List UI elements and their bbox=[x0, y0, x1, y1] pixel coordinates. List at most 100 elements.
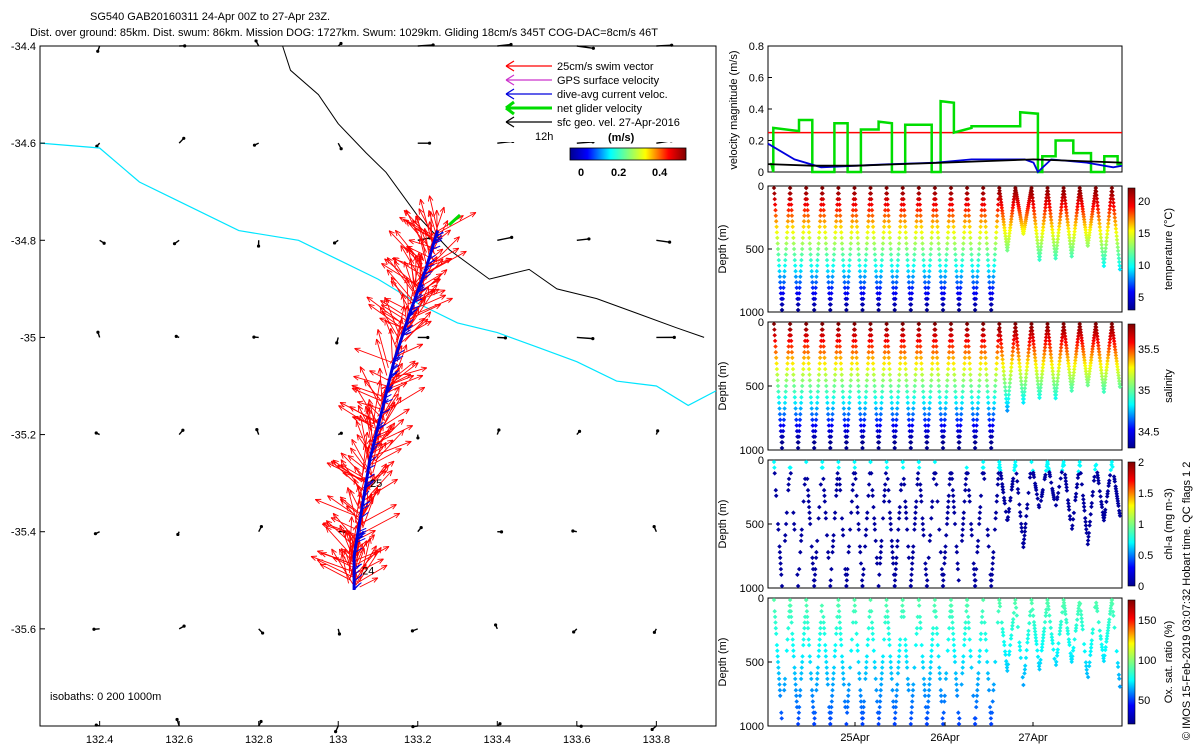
swim-vector-head bbox=[418, 317, 425, 320]
legend-label-net: net glider velocity bbox=[557, 103, 642, 115]
colorbar-unit: (m/s) bbox=[608, 132, 635, 144]
swim-vector-head bbox=[379, 306, 382, 314]
colorbar-tick-label: 0.5 bbox=[1138, 550, 1153, 562]
geo-velocity-arrow bbox=[656, 44, 672, 47]
swim-vector-head bbox=[387, 439, 394, 442]
swim-vector-head bbox=[409, 360, 416, 364]
swim-vector-head bbox=[408, 239, 414, 245]
profile-point bbox=[975, 274, 980, 279]
profile-point bbox=[825, 263, 830, 268]
swim-vector-head bbox=[436, 209, 440, 216]
profile-point bbox=[1035, 241, 1040, 246]
geo-velocity-arrowhead bbox=[339, 431, 343, 435]
profile-point bbox=[905, 257, 910, 263]
swim-vector-head bbox=[330, 517, 336, 523]
swim-vector-head bbox=[402, 293, 407, 300]
profile-point bbox=[893, 296, 898, 302]
swim-vector bbox=[322, 523, 358, 537]
colorbar-tick-label: 5 bbox=[1138, 292, 1144, 304]
profile-point bbox=[890, 285, 896, 291]
velocity-series bbox=[767, 99, 1123, 174]
swim-vector-head bbox=[445, 257, 452, 260]
geo-velocity-arrowhead bbox=[93, 532, 98, 536]
profile-point bbox=[777, 280, 783, 285]
swim-vector-head bbox=[388, 404, 395, 407]
swim-vector bbox=[377, 329, 389, 369]
swim-vector-head bbox=[381, 564, 388, 567]
swim-vector bbox=[393, 261, 414, 291]
profile-point bbox=[783, 252, 788, 257]
swim-vector-head bbox=[373, 577, 379, 583]
swim-vector bbox=[404, 311, 432, 342]
profile-point bbox=[921, 257, 926, 263]
profile-point bbox=[909, 291, 915, 296]
geo-velocity-arrowhead bbox=[493, 623, 498, 627]
profile-point bbox=[911, 257, 917, 263]
swim-vector-head bbox=[380, 470, 387, 473]
geo-velocity-arrowhead bbox=[256, 244, 261, 248]
profile-point bbox=[926, 280, 931, 285]
swim-vector-head bbox=[418, 386, 425, 389]
map-x-tick-label: 133.6 bbox=[563, 734, 591, 746]
map-y-tick-label: -34.4 bbox=[11, 41, 36, 53]
swim-vector-head bbox=[325, 526, 332, 530]
profile-y-tick-label: 500 bbox=[746, 244, 764, 256]
profile-point bbox=[906, 274, 911, 279]
colorbar-tick-label: 50 bbox=[1138, 695, 1150, 707]
swim-vector-head bbox=[454, 247, 460, 254]
swim-vector-head bbox=[427, 210, 430, 217]
swim-vector-head bbox=[372, 498, 374, 505]
geo-velocity-arrowhead bbox=[181, 428, 185, 432]
profile-point bbox=[985, 257, 991, 263]
swim-vector-head bbox=[369, 438, 372, 445]
profile-point bbox=[953, 252, 958, 257]
profile-point bbox=[860, 307, 865, 313]
profile-point bbox=[972, 307, 978, 313]
swim-vector-head bbox=[363, 380, 367, 387]
geo-velocity-arrowhead bbox=[499, 530, 504, 534]
geo-velocity-arrowhead bbox=[335, 341, 339, 345]
profile-point bbox=[991, 268, 997, 274]
swim-vector-head bbox=[386, 464, 390, 471]
geo-velocity-arrowhead bbox=[176, 532, 180, 537]
swim-vector-head bbox=[332, 459, 337, 466]
profile-point bbox=[878, 280, 883, 285]
profile-point bbox=[776, 257, 782, 263]
profile-point bbox=[943, 263, 949, 268]
profile-point bbox=[912, 252, 917, 257]
profile-point bbox=[798, 274, 803, 279]
swim-vector-head bbox=[366, 431, 370, 438]
profile-point bbox=[954, 274, 960, 279]
swim-vector bbox=[323, 522, 357, 536]
swim-vector-head bbox=[434, 209, 438, 216]
swim-vector bbox=[433, 236, 460, 263]
swim-vector bbox=[383, 408, 410, 426]
swim-vector-head bbox=[366, 296, 371, 303]
profile-point bbox=[829, 291, 834, 296]
profile-point bbox=[1031, 205, 1036, 210]
swim-vector bbox=[406, 245, 429, 258]
swim-vector-head bbox=[322, 522, 329, 528]
swim-vector bbox=[408, 307, 420, 328]
swim-vector-head bbox=[366, 438, 371, 445]
swim-vector-head bbox=[429, 195, 434, 201]
swim-vector bbox=[433, 220, 449, 250]
profile-point bbox=[988, 307, 994, 313]
profile-point bbox=[877, 291, 882, 296]
swim-vector bbox=[375, 429, 405, 462]
profile-point bbox=[1033, 221, 1038, 227]
profile-point bbox=[814, 274, 819, 279]
profile-point bbox=[957, 296, 963, 302]
swim-vector-head bbox=[434, 288, 440, 295]
map-x-tick-label: 133 bbox=[329, 734, 347, 746]
profile-point bbox=[814, 268, 820, 274]
swim-vector bbox=[359, 577, 379, 588]
colorbar-tick-0: 0 bbox=[578, 167, 584, 179]
profile-point bbox=[908, 307, 914, 313]
geo-velocity-arrowhead bbox=[587, 237, 591, 241]
geo-velocity-arrow bbox=[576, 238, 590, 241]
velocity-y-tick-label: 0.6 bbox=[749, 73, 764, 85]
profile-point bbox=[959, 268, 964, 274]
profile-point bbox=[1040, 224, 1046, 230]
profile-point bbox=[895, 257, 901, 263]
